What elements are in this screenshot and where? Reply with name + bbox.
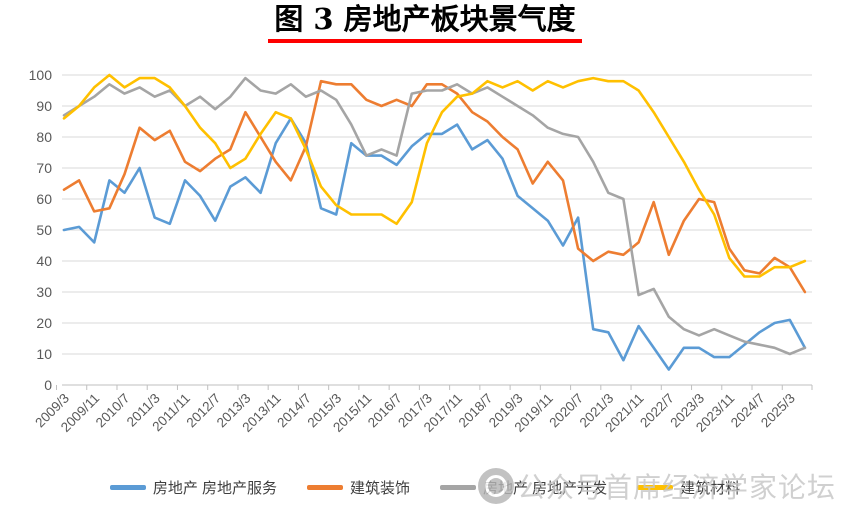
chart-legend: 房地产 房地产服务 建筑装饰 房地产 房地产开发 建筑材料 (0, 477, 850, 498)
legend-swatch-gray-line-icon (440, 485, 476, 490)
page-title: 图 3 房地产板块景气度 (268, 2, 582, 43)
title-wrap: 图 3 房地产板块景气度 (0, 2, 850, 43)
svg-text:60: 60 (36, 191, 52, 207)
svg-text:80: 80 (36, 129, 52, 145)
legend-item-fangdichan-fuwu: 房地产 房地产服务 (109, 477, 277, 498)
legend-label: 房地产 房地产服务 (152, 480, 277, 497)
svg-text:90: 90 (36, 98, 52, 114)
svg-text:20: 20 (36, 315, 52, 331)
legend-swatch-orange-line-icon (306, 485, 343, 490)
legend-label: 建筑材料 (680, 480, 741, 497)
legend-label: 房地产 房地产开发 (483, 480, 608, 497)
legend-item-jianzhu-zhuangshi: 建筑装饰 (306, 477, 410, 498)
legend-item-jianzhu-cailiao: 建筑材料 (637, 477, 740, 498)
legend-label: 建筑装饰 (349, 480, 410, 497)
legend-item-fangdichan-kaifa: 房地产 房地产开发 (440, 477, 607, 498)
legend-swatch-blue-line-icon (109, 485, 146, 490)
svg-text:30: 30 (36, 284, 52, 300)
svg-text:2025/3: 2025/3 (758, 391, 798, 431)
svg-text:50: 50 (36, 222, 52, 238)
svg-text:100: 100 (29, 67, 53, 83)
svg-text:70: 70 (36, 160, 52, 176)
svg-text:2010/7: 2010/7 (93, 391, 133, 431)
legend-swatch-yellow-line-icon (637, 485, 674, 490)
svg-text:40: 40 (36, 253, 52, 269)
svg-text:0: 0 (44, 377, 52, 393)
svg-text:10: 10 (36, 346, 52, 362)
